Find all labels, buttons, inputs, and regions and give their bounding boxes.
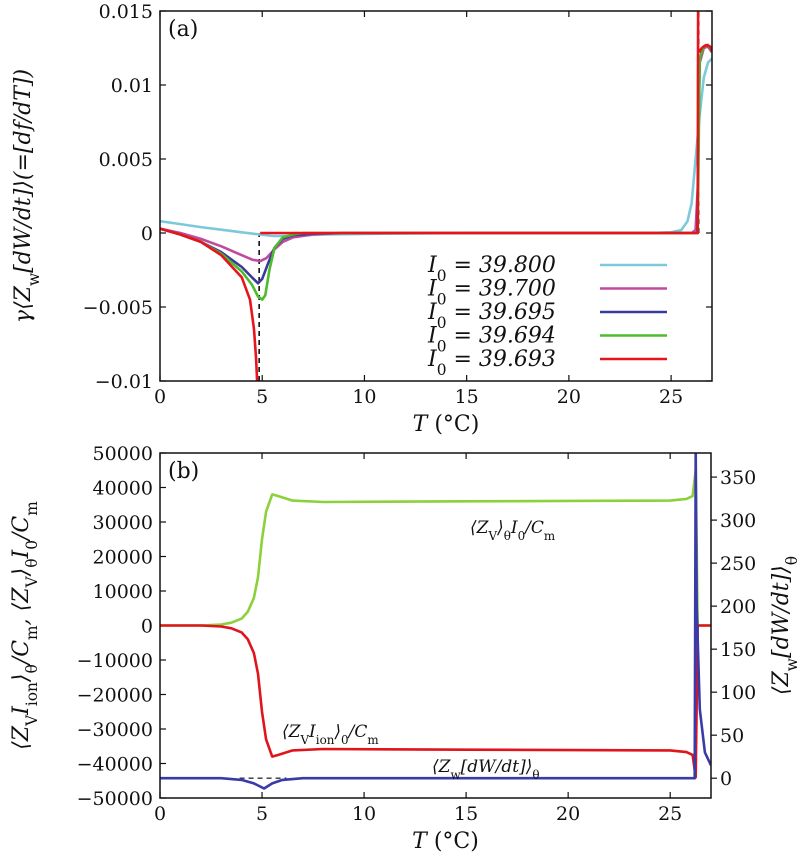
- series-line-2: [160, 453, 711, 790]
- series-line-0: [160, 469, 711, 627]
- legend-label: I0 = 39.694: [427, 324, 556, 356]
- series-line-0: [160, 57, 712, 238]
- x-axis-label: T (°C): [413, 412, 480, 437]
- x-tick-label: 10: [352, 386, 376, 408]
- y-tick-label: −40000: [77, 754, 153, 776]
- y-tick-label: −0.005: [83, 297, 153, 319]
- y-tick-label: 0.005: [99, 149, 153, 171]
- y-tick-label: 10000: [93, 581, 153, 603]
- y-tick-label: 0: [141, 616, 153, 638]
- series-line-2: [160, 43, 712, 285]
- y-axis-label: γ⟨Zw[dW/dt]⟩(=[df/dT]): [11, 69, 43, 323]
- series-annotation: ⟨Zw[dW/dt]⟩θ: [432, 757, 540, 782]
- y-tick-label: −50000: [77, 788, 153, 810]
- x-tick-label: 25: [659, 386, 683, 408]
- y-tick-label: −0.01: [95, 371, 153, 393]
- series-line-3: [160, 43, 712, 301]
- series-line-1: [160, 624, 711, 779]
- y-tick-label: 30000: [93, 512, 153, 534]
- y-right-axis-label: ⟨Zw[dW/dt]⟩θ: [769, 556, 801, 695]
- y-tick-label: 40000: [93, 478, 153, 500]
- y-tick-label: 0.01: [111, 75, 153, 97]
- legend-label: I0 = 39.700: [427, 277, 556, 309]
- x-tick-label: 0: [154, 386, 166, 408]
- series-line-1: [160, 45, 712, 263]
- y-right-tick-label: 200: [720, 596, 756, 618]
- y-tick-label: 50000: [93, 443, 153, 465]
- x-tick-label: 15: [454, 803, 478, 825]
- y-right-tick-label: 350: [720, 467, 756, 489]
- y-tick-label: −20000: [77, 685, 153, 707]
- x-tick-label: 20: [556, 803, 580, 825]
- legend-label: I0 = 39.695: [427, 300, 556, 332]
- y-tick-label: −30000: [77, 719, 153, 741]
- x-tick-label: 20: [557, 386, 581, 408]
- y-right-tick-label: 0: [720, 768, 732, 790]
- x-tick-label: 25: [658, 803, 682, 825]
- plot-frame: [159, 452, 712, 799]
- y-tick-label: 0: [141, 223, 153, 245]
- y-tick-label: 20000: [93, 547, 153, 569]
- y-right-tick-label: 100: [720, 682, 756, 704]
- plot-frame: [159, 10, 713, 382]
- y-tick-label: −10000: [77, 650, 153, 672]
- y-right-tick-label: 150: [720, 639, 756, 661]
- panel-a: 0 5 10 15 20 25 0.015 0.01 0.005 0 −0.005 −0.01 (a) T…: [11, 1, 713, 437]
- panel-b: 0 5 10 15 20 25 50000 40000 30000 20000 10000 0 −100…: [9, 443, 801, 854]
- series-annotation: ⟨ZVIion⟩0/Cm: [282, 722, 379, 747]
- x-axis-label: T (°C): [412, 829, 479, 854]
- x-tick-label: 0: [154, 803, 166, 825]
- y-tick-label: 0.015: [99, 1, 153, 23]
- x-tick-label: 5: [256, 803, 268, 825]
- y-right-tick-label: 250: [720, 553, 756, 575]
- panel-label: (b): [168, 459, 199, 484]
- series-line-4: [160, 11, 712, 381]
- y-right-tick-label: 50: [720, 725, 744, 747]
- y-right-tick-label: 300: [720, 510, 756, 532]
- series-annotation: ⟨ZV⟩θI0/Cm: [470, 518, 555, 543]
- legend-label: I0 = 39.800: [427, 253, 556, 285]
- legend-label: I0 = 39.693: [427, 347, 556, 379]
- x-tick-label: 15: [455, 386, 479, 408]
- x-tick-label: 5: [256, 386, 268, 408]
- x-tick-label: 10: [352, 803, 376, 825]
- panel-label: (a): [168, 17, 198, 42]
- y-axis-label: ⟨ZVIion⟩θ/Cm, ⟨ZV⟩θI0/Cm: [9, 501, 41, 750]
